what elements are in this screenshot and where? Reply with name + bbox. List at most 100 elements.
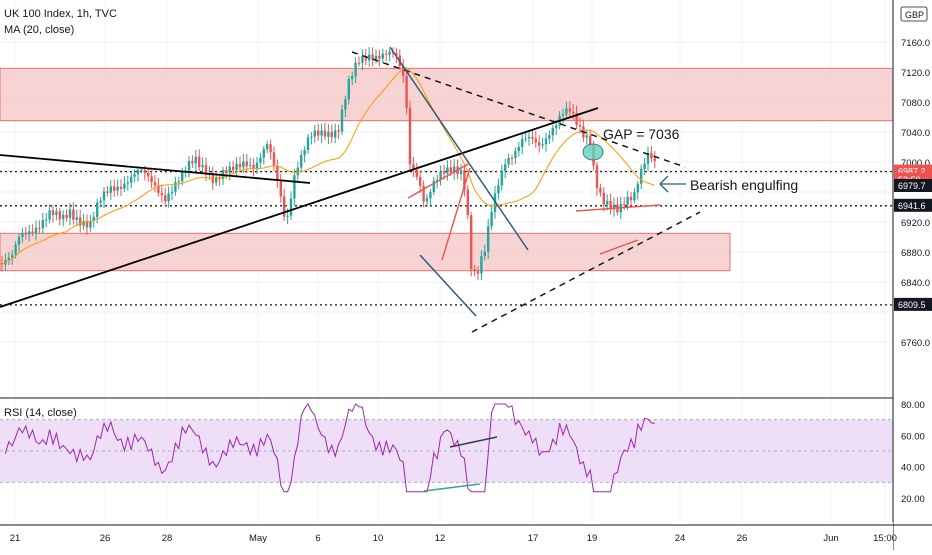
candle-body [313,130,316,137]
descending-trendline [0,154,311,184]
price-tick-label: 6920.0 [901,218,930,229]
candle-body [412,164,415,170]
candle-body [364,56,367,61]
candle-body [521,139,524,147]
candle-body [459,170,463,175]
candle-body [160,192,163,196]
price-zone [0,67,894,122]
candle-body [374,55,378,60]
candle-body [361,56,364,63]
price-label: 6941.6 [898,201,926,211]
candle-body [449,167,452,173]
candle-body [116,186,119,191]
red-trendline [407,162,471,199]
gap-marker [582,143,604,161]
channel-line [389,46,529,251]
candle-body [578,124,582,127]
red-trendline [441,167,471,261]
candle-body [606,200,609,205]
candle-body [595,165,599,189]
candle-body [126,182,129,184]
candle-body [21,232,24,237]
candle-body [45,219,48,221]
candle-body [296,167,299,176]
candle-body [201,165,204,168]
candle-body [381,53,384,59]
price-tick-label: 6840.0 [901,278,930,289]
candle-body [436,180,439,182]
candle-body [323,130,327,137]
time-tick-label: 26 [737,533,748,544]
candle-body [170,191,174,194]
time-tick-label: 24 [675,533,686,544]
candle-body [500,170,503,186]
candle-body [293,175,296,199]
candle-body [0,263,4,265]
candle-body [187,161,191,171]
candle-body [65,214,68,218]
candle-body [34,227,38,234]
candle-body [119,186,123,189]
candle-body [55,211,58,216]
candle-body [646,152,650,164]
candle-body [330,131,333,138]
time-tick-label: 21 [10,533,21,544]
candle-body [473,268,476,272]
candle-body [650,152,653,159]
candle-body [140,169,143,171]
candle-body [629,196,633,201]
price-label: 6979.7 [898,181,926,191]
candle-body [534,138,537,143]
candle-body [228,166,231,174]
candle-body [157,185,160,193]
candle-body [89,220,92,228]
candle-body [514,151,517,159]
time-tick-label: 28 [162,533,173,544]
currency-label: GBP [905,10,924,20]
price-tick-label: 7040.0 [901,128,930,139]
candle-body [130,176,133,183]
candle-body [643,163,646,169]
symbol-title[interactable]: UK 100 Index, 1h, TVC [4,8,117,20]
candle-body [24,232,27,235]
candle-body [174,182,177,192]
rsi-indicator-label[interactable]: RSI (14, close) [4,407,77,419]
candle-body [480,256,483,274]
candle-body [143,169,146,173]
candle-body [235,163,238,170]
candle-body [432,180,435,193]
candle-body [266,144,269,150]
wedge-lower-line [471,211,701,333]
candle-body [340,109,344,132]
price-label: 6987.2 [898,167,926,177]
candle-body [612,204,616,210]
ascending-trendline [0,107,599,308]
candle-body [517,146,520,152]
candle-body [429,192,432,199]
candle-body [497,185,500,194]
candle-body [204,165,208,175]
rsi-tick-label: 60.00 [901,431,925,442]
candle-body [623,203,626,205]
price-tick-label: 7000.0 [901,158,930,169]
rsi-tick-label: 80.00 [901,400,925,411]
candle-body [255,162,259,170]
time-tick-label: 19 [587,533,598,544]
candle-body [388,51,391,55]
candle-body [123,183,126,189]
candle-body [177,181,180,183]
candle-body [82,221,85,226]
rsi-pane [0,397,932,493]
time-tick-label: Jun [823,533,838,544]
candle-body [41,220,44,229]
candle-body [405,76,408,108]
candle-body [439,171,442,181]
ma-indicator-label[interactable]: MA (20, close) [4,24,75,36]
candle-body [286,215,289,217]
candle-body [327,131,330,137]
candle-body [14,244,17,255]
candle-body [572,111,575,114]
candle-body [106,191,109,193]
candle-body [147,172,150,177]
